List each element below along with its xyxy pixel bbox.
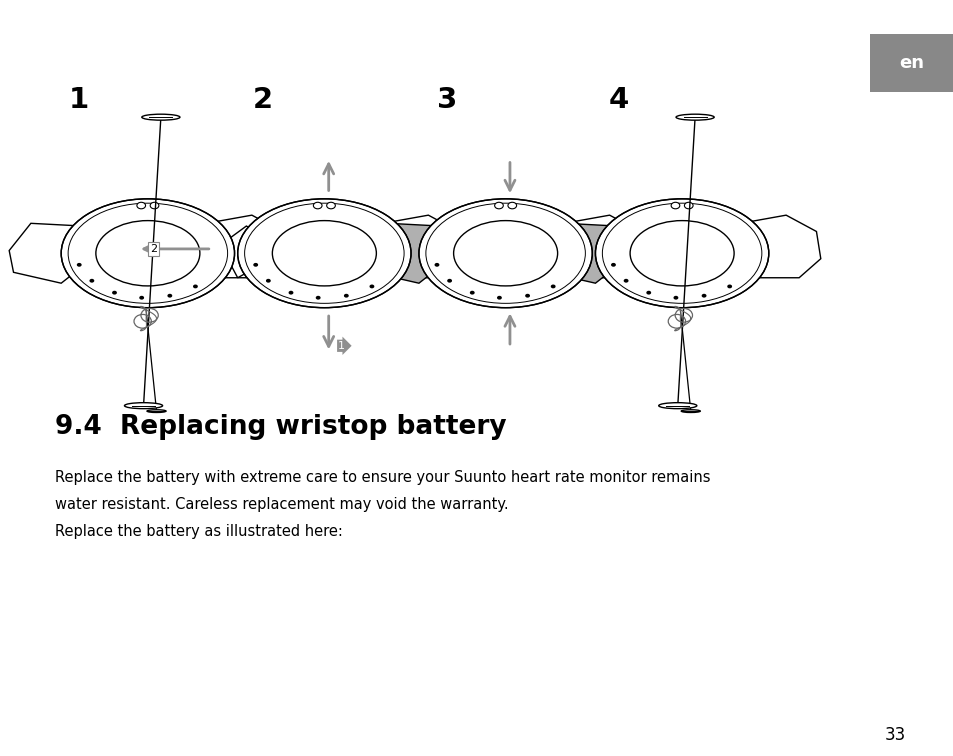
Circle shape xyxy=(524,294,530,298)
Polygon shape xyxy=(187,215,286,277)
Polygon shape xyxy=(544,215,643,277)
Circle shape xyxy=(167,294,172,298)
Circle shape xyxy=(266,279,271,283)
Text: 1: 1 xyxy=(338,341,345,351)
Circle shape xyxy=(610,263,616,267)
Circle shape xyxy=(726,284,731,288)
Circle shape xyxy=(447,279,452,283)
Ellipse shape xyxy=(658,403,696,409)
Circle shape xyxy=(434,263,439,267)
Circle shape xyxy=(497,296,501,299)
Circle shape xyxy=(343,294,349,298)
Ellipse shape xyxy=(326,203,335,209)
Circle shape xyxy=(193,284,197,288)
Circle shape xyxy=(369,284,374,288)
Ellipse shape xyxy=(601,203,761,303)
Text: en: en xyxy=(899,54,923,72)
Text: 9.4  Replacing wristop battery: 9.4 Replacing wristop battery xyxy=(55,414,506,440)
Text: 3: 3 xyxy=(436,85,456,114)
Circle shape xyxy=(550,284,555,288)
Circle shape xyxy=(112,291,117,295)
Ellipse shape xyxy=(147,410,166,413)
Ellipse shape xyxy=(683,203,693,209)
Ellipse shape xyxy=(95,221,200,286)
Text: 33: 33 xyxy=(883,726,904,744)
Ellipse shape xyxy=(313,203,322,209)
Circle shape xyxy=(90,279,94,283)
Circle shape xyxy=(315,296,320,299)
Polygon shape xyxy=(367,223,457,284)
Ellipse shape xyxy=(670,203,679,209)
Circle shape xyxy=(673,296,678,299)
Circle shape xyxy=(139,296,144,299)
Circle shape xyxy=(288,291,294,295)
Circle shape xyxy=(253,263,258,267)
Polygon shape xyxy=(10,223,100,284)
Circle shape xyxy=(645,291,651,295)
Ellipse shape xyxy=(629,221,734,286)
Polygon shape xyxy=(720,215,820,277)
Ellipse shape xyxy=(680,410,700,413)
Polygon shape xyxy=(543,223,634,284)
Polygon shape xyxy=(220,226,276,277)
Ellipse shape xyxy=(272,221,376,286)
Text: Replace the battery as illustrated here:: Replace the battery as illustrated here: xyxy=(55,524,343,539)
Ellipse shape xyxy=(244,203,404,303)
Text: 2: 2 xyxy=(150,244,157,254)
Text: 2: 2 xyxy=(253,85,273,114)
Polygon shape xyxy=(363,215,462,277)
Ellipse shape xyxy=(142,114,180,120)
Ellipse shape xyxy=(237,199,411,308)
Ellipse shape xyxy=(136,203,146,209)
Ellipse shape xyxy=(507,203,517,209)
Ellipse shape xyxy=(418,199,592,308)
FancyBboxPatch shape xyxy=(869,34,953,92)
Circle shape xyxy=(76,263,82,267)
Ellipse shape xyxy=(124,403,162,409)
Ellipse shape xyxy=(68,203,228,303)
Ellipse shape xyxy=(676,114,714,120)
Ellipse shape xyxy=(425,203,585,303)
Ellipse shape xyxy=(595,199,768,308)
Ellipse shape xyxy=(494,203,503,209)
Text: 1: 1 xyxy=(69,85,89,114)
Circle shape xyxy=(700,294,706,298)
Ellipse shape xyxy=(150,203,159,209)
Circle shape xyxy=(469,291,475,295)
Circle shape xyxy=(623,279,628,283)
Ellipse shape xyxy=(61,199,234,308)
Ellipse shape xyxy=(453,221,558,286)
Text: Replace the battery with extreme care to ensure your Suunto heart rate monitor r: Replace the battery with extreme care to… xyxy=(55,470,710,485)
Text: 4: 4 xyxy=(608,85,628,114)
Text: water resistant. Careless replacement may void the warranty.: water resistant. Careless replacement ma… xyxy=(55,497,508,512)
